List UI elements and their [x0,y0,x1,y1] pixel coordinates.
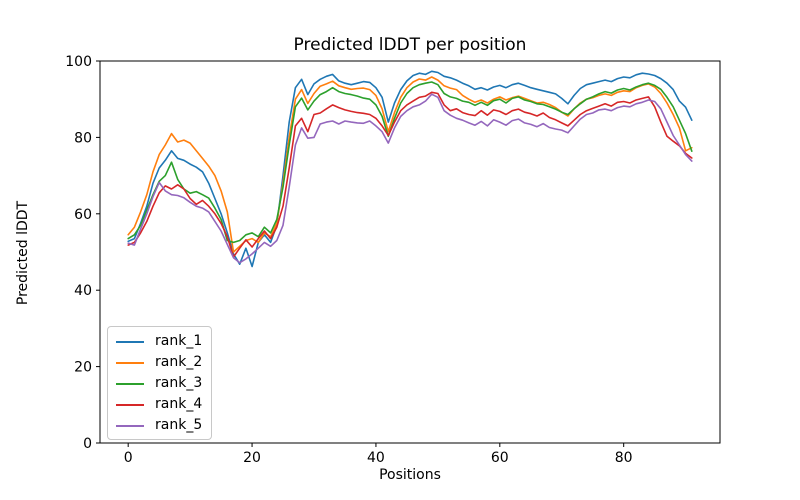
legend-line-sample [116,361,144,364]
y-tick-label: 0 [83,436,92,452]
x-tick-label: 20 [243,450,261,466]
x-tick-label: 0 [124,450,133,466]
legend-label: rank_1 [155,333,203,349]
legend-line-sample [116,403,144,406]
legend-label: rank_4 [155,396,203,412]
legend-label: rank_2 [155,354,203,370]
chart-title: Predicted lDDT per position [293,35,527,55]
legend-item-rank_3: rank_3 [116,376,202,391]
legend-item-rank_1: rank_1 [116,334,202,349]
legend-line-sample [116,424,144,427]
legend: rank_1 rank_2 rank_3 rank_4 rank_5 [107,326,213,440]
legend-label: rank_5 [155,417,203,433]
legend-item-rank_4: rank_4 [116,397,202,412]
x-tick-label: 60 [491,450,509,466]
x-tick-label: 80 [615,450,633,466]
series-line-rank_4 [127,91,693,258]
legend-label: rank_3 [155,375,203,391]
y-tick-label: 40 [74,283,92,299]
axes-frame [99,60,721,444]
legend-line-sample [116,340,144,343]
x-axis-label: Positions [379,467,441,483]
legend-item-rank_5: rank_5 [116,418,202,433]
x-tick-label: 40 [367,450,385,466]
series-line-rank_5 [127,93,693,264]
y-tick-label: 100 [65,54,92,70]
y-axis-label: Predicted lDDT [15,200,31,306]
y-tick-label: 80 [74,130,92,146]
y-tick-label: 20 [74,360,92,376]
legend-line-sample [116,382,144,385]
series-line-rank_2 [127,76,693,253]
legend-item-rank_2: rank_2 [116,355,202,370]
y-tick-label: 60 [74,207,92,223]
series-line-rank_1 [127,70,693,268]
series-line-rank_3 [127,81,693,244]
